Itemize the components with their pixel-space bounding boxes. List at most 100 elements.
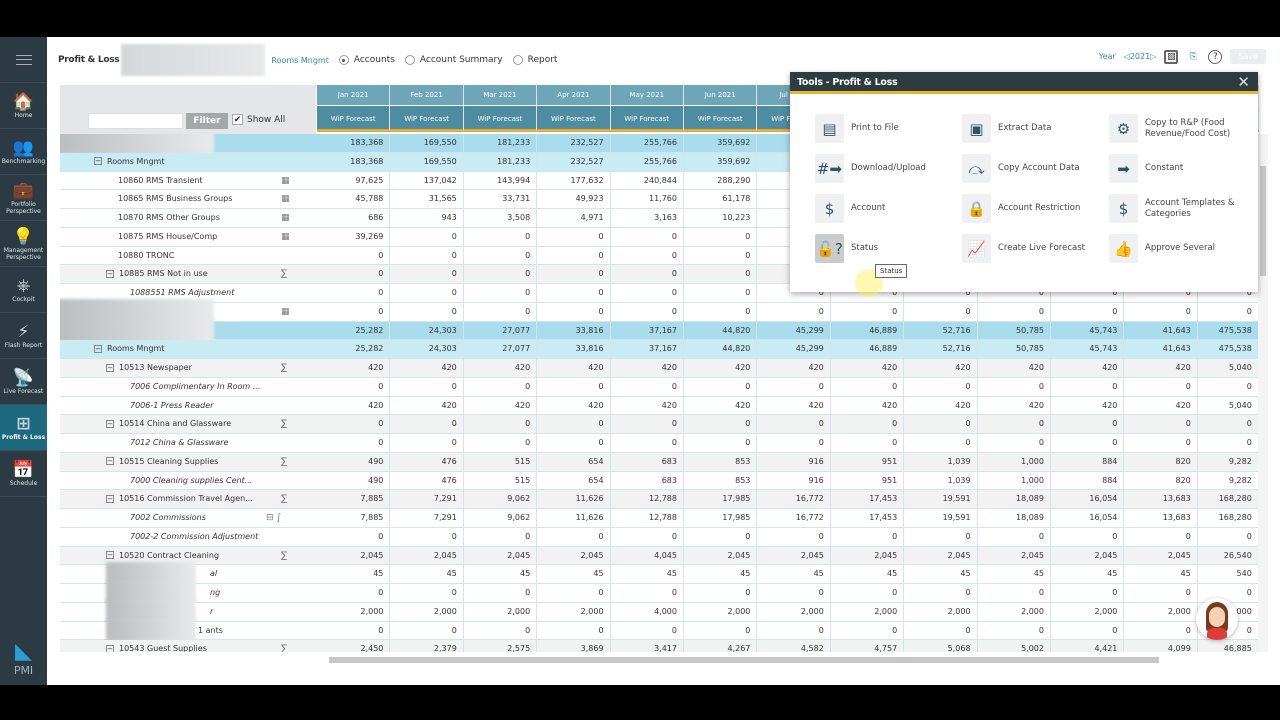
value-cell[interactable]: 476 <box>390 471 464 490</box>
value-cell[interactable]: 27,077 <box>464 340 538 358</box>
value-cell[interactable]: 420 <box>390 396 464 415</box>
value-cell[interactable]: 183,368 <box>317 134 391 152</box>
value-cell[interactable]: 45 <box>904 565 978 583</box>
value-cell[interactable]: 0 <box>904 302 978 321</box>
value-cell[interactable]: 000 <box>1201 602 1258 621</box>
value-cell[interactable]: 9,062 <box>464 490 538 508</box>
value-cell[interactable]: 0 <box>317 265 391 283</box>
value-cell[interactable]: 0 <box>317 302 391 321</box>
value-cell[interactable]: 2,045 <box>684 546 758 565</box>
collapse-toggle-icon[interactable]: − <box>106 269 114 278</box>
value-cell[interactable]: 2,045 <box>390 546 464 565</box>
sidebar-item-schedule[interactable]: 📅 Schedule <box>0 451 47 497</box>
value-cell[interactable]: 3,869 <box>537 640 611 652</box>
value-cell[interactable]: 19,591 <box>904 509 978 527</box>
value-cell[interactable]: 0 <box>757 621 831 640</box>
value-cell[interactable]: 0 <box>317 434 391 452</box>
value-cell[interactable]: 177,632 <box>537 171 611 190</box>
value-cell[interactable]: 168,280 <box>1201 509 1258 527</box>
vertical-scrollbar[interactable] <box>1258 134 1268 652</box>
value-cell[interactable]: 420 <box>757 359 831 377</box>
value-cell[interactable]: 0 <box>684 284 758 302</box>
table-row[interactable]: −10515 Cleaning Supplies ∑ 490 476 515 654 683… <box>60 452 1258 472</box>
value-cell[interactable]: 0 <box>904 584 978 602</box>
value-cell[interactable]: 683 <box>611 471 684 490</box>
value-cell[interactable]: 420 <box>904 396 978 415</box>
table-row[interactable]: −10514 China and Glassware ∑ 0 0 0 0 0 0 0 0 0 0 0 0 0 <box>60 415 1258 434</box>
value-cell[interactable]: 33,816 <box>537 340 611 358</box>
value-cell[interactable]: 4,099 <box>1124 640 1198 652</box>
value-cell[interactable]: 420 <box>1124 359 1198 377</box>
value-cell[interactable]: 2,000 <box>684 602 758 621</box>
value-cell[interactable]: 420 <box>831 359 905 377</box>
value-cell[interactable]: 0 <box>978 527 1051 546</box>
value-cell[interactable]: 0 <box>611 246 684 265</box>
value-cell[interactable]: 0 <box>464 302 538 321</box>
value-cell[interactable]: 0 <box>390 246 464 265</box>
help-icon[interactable]: ? <box>1208 49 1223 64</box>
value-cell[interactable]: 0 <box>1051 377 1125 396</box>
calculator-icon[interactable]: ▦ <box>281 306 290 317</box>
value-cell[interactable]: 2,000 <box>904 602 978 621</box>
value-cell[interactable]: 4,582 <box>757 640 831 652</box>
value-cell[interactable]: 5,040 <box>1201 359 1258 377</box>
value-cell[interactable]: 255,766 <box>611 152 684 171</box>
tool-account[interactable]: $ Account <box>815 194 955 223</box>
value-cell[interactable]: 16,772 <box>757 490 831 508</box>
value-cell[interactable]: 0 <box>317 284 391 302</box>
value-cell[interactable]: 654 <box>537 452 611 471</box>
value-cell[interactable]: 0 <box>390 284 464 302</box>
value-cell[interactable]: 24,303 <box>390 340 464 358</box>
value-cell[interactable]: 0 <box>978 434 1051 452</box>
value-cell[interactable]: 420 <box>317 359 391 377</box>
value-cell[interactable]: 45 <box>317 565 391 583</box>
value-cell[interactable]: 359,692 <box>684 152 758 171</box>
month-header[interactable]: Feb 2021 <box>390 85 464 105</box>
value-cell[interactable]: 16,054 <box>1051 509 1125 527</box>
value-cell[interactable]: 50,785 <box>978 321 1051 340</box>
value-cell[interactable]: 17,985 <box>684 490 758 508</box>
value-cell[interactable]: 41,643 <box>1124 321 1198 340</box>
value-cell[interactable]: 0 <box>684 527 758 546</box>
value-cell[interactable]: 7,885 <box>317 509 391 527</box>
value-cell[interactable]: 31,565 <box>390 190 464 208</box>
value-cell[interactable]: 0 <box>1201 377 1258 396</box>
value-cell[interactable]: 16,772 <box>757 509 831 527</box>
sigma-icon[interactable]: ∑ <box>281 456 288 467</box>
value-cell[interactable]: 0 <box>978 284 1051 302</box>
value-cell[interactable]: 1,000 <box>978 471 1051 490</box>
calculator-icon[interactable]: ▦ <box>281 175 290 186</box>
month-header[interactable]: Mar 2021 <box>463 85 538 105</box>
value-cell[interactable]: 0 <box>978 584 1051 602</box>
save-button[interactable]: Save <box>1230 49 1266 64</box>
value-cell[interactable]: 0 <box>1124 434 1198 452</box>
sidebar-item-management-perspective[interactable]: 💡 Management Perspective <box>0 221 47 267</box>
next-year-icon[interactable]: ▷ <box>1150 52 1157 61</box>
value-cell[interactable]: 0 <box>317 584 391 602</box>
value-cell[interactable]: 0 <box>904 415 978 433</box>
value-cell[interactable]: 515 <box>464 452 538 471</box>
value-cell[interactable]: 45 <box>611 565 684 583</box>
value-cell[interactable]: 0 <box>537 246 611 265</box>
tool-approve-several[interactable]: 👍 Approve Several <box>1109 234 1249 263</box>
value-cell[interactable]: 884 <box>1051 471 1125 490</box>
tool-account-templates-categories[interactable]: $ Account Templates & Categories <box>1109 194 1249 223</box>
value-cell[interactable]: 39,269 <box>317 227 391 246</box>
calculator-icon[interactable]: ▦ <box>281 213 290 223</box>
value-cell[interactable]: 97,625 <box>317 171 391 190</box>
value-cell[interactable]: 4,000 <box>611 602 684 621</box>
value-cell[interactable]: 0 <box>390 434 464 452</box>
value-cell[interactable]: 10,223 <box>684 209 758 227</box>
tool-print-to-file[interactable]: ▤ Print to File <box>815 114 955 143</box>
value-cell[interactable]: 0 <box>611 415 684 433</box>
value-cell[interactable]: 0 <box>317 415 391 433</box>
value-cell[interactable]: 1,000 <box>978 452 1051 471</box>
value-cell[interactable]: 45,743 <box>1051 321 1125 340</box>
collapse-toggle-icon[interactable]: − <box>106 419 114 428</box>
value-cell[interactable]: 515 <box>464 471 538 490</box>
value-cell[interactable]: 2,000 <box>1051 602 1125 621</box>
value-cell[interactable]: 232,527 <box>537 134 611 152</box>
collapse-toggle-icon[interactable]: − <box>106 457 114 466</box>
value-cell[interactable]: 9,282 <box>1201 471 1258 490</box>
value-cell[interactable]: 1,039 <box>904 471 978 490</box>
